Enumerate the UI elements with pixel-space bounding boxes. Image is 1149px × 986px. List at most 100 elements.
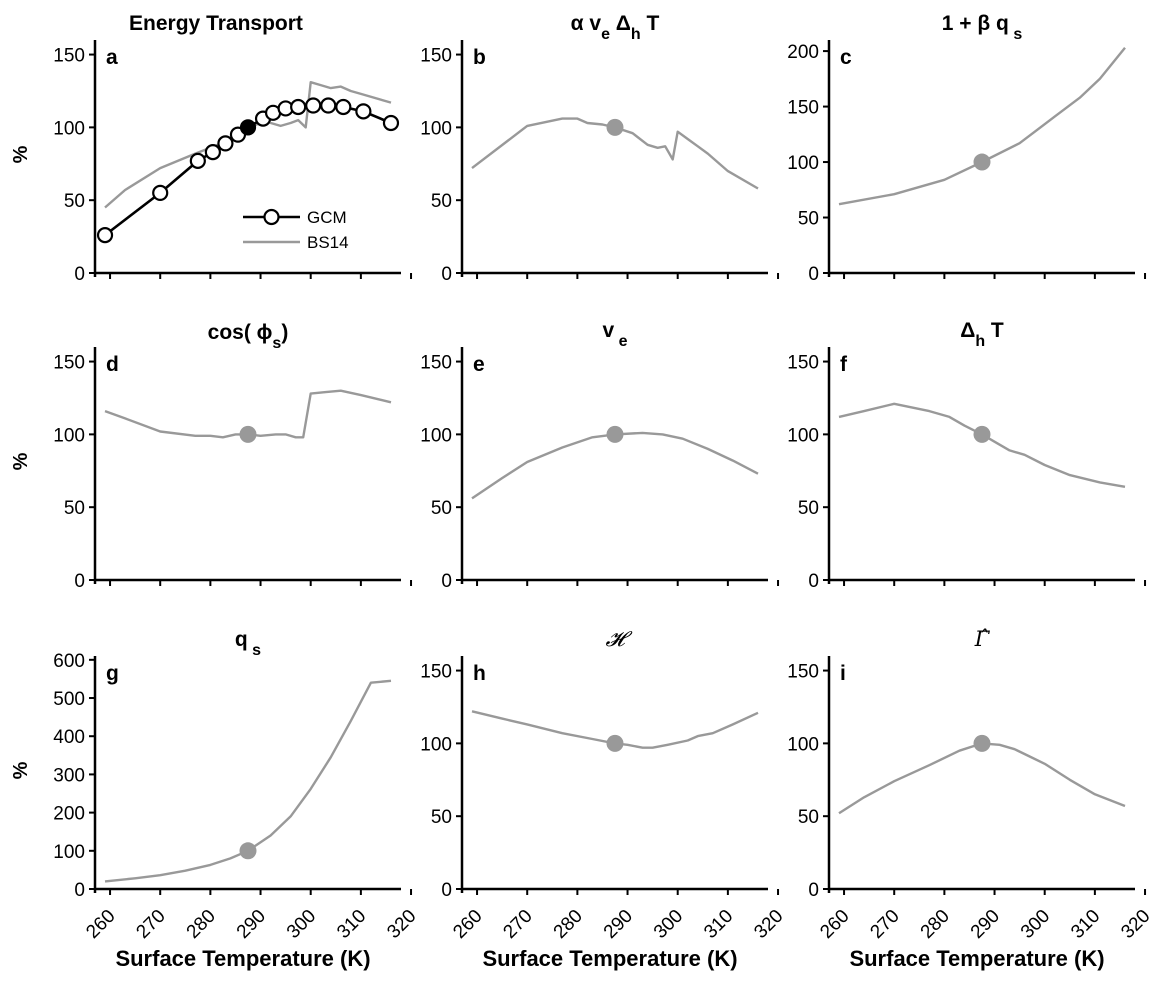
reference-point <box>606 425 624 443</box>
y-tick-label: 150 <box>420 662 452 683</box>
x-tick-label: 290 <box>600 906 637 943</box>
y-axis-label: % <box>10 761 32 779</box>
y-tick-label: 50 <box>431 807 452 828</box>
panel-letter: d <box>106 353 119 376</box>
series-line-bs14 <box>838 402 1126 488</box>
panel-c: 0 50 100 150 200 c 1 + β q s <box>787 12 1147 285</box>
series-line-bs14 <box>104 80 392 209</box>
series-line-bs14 <box>104 679 392 883</box>
y-tick-label: 600 <box>53 651 85 672</box>
gcm-data-point <box>189 152 206 169</box>
x-tick-label: 290 <box>967 906 1004 943</box>
y-tick-label: 0 <box>74 264 85 285</box>
panel-title: 1 + β q s <box>942 12 1023 43</box>
y-tick-label: 0 <box>808 571 819 592</box>
panel-title: 𝓗 <box>606 627 633 651</box>
panel-letter: c <box>840 46 852 69</box>
panel-letter: a <box>106 46 118 69</box>
y-tick-label: 0 <box>441 264 452 285</box>
y-tick-label: 150 <box>787 98 819 119</box>
reference-point <box>241 120 255 135</box>
y-tick-label: 50 <box>798 209 819 230</box>
panel-letter: h <box>473 662 486 685</box>
y-tick-label: 0 <box>441 880 452 901</box>
y-tick-label: 150 <box>53 353 85 374</box>
panel-b: 0 50 100 150 b α ve Δh T <box>420 12 780 285</box>
panel-d: 0 50 100 150 d cos( ϕs)% <box>10 321 413 592</box>
x-axis-label: Surface Temperature (K) <box>482 946 737 971</box>
y-tick-label: 150 <box>787 662 819 683</box>
y-tick-label: 100 <box>53 425 85 446</box>
reference-point <box>606 118 624 136</box>
y-tick-label: 200 <box>787 42 819 63</box>
y-tick-label: 150 <box>53 46 85 67</box>
gcm-data-point <box>290 98 307 116</box>
x-tick-label: 290 <box>233 906 270 943</box>
reference-point <box>606 734 624 752</box>
panel-title: Γ̂ <box>974 627 991 651</box>
y-tick-label: 400 <box>53 727 85 748</box>
gcm-data-point <box>382 114 400 132</box>
gcm-data-point <box>96 227 114 244</box>
panel-title: v e <box>602 319 627 350</box>
y-tick-label: 50 <box>431 498 452 519</box>
reference-point <box>239 425 257 443</box>
y-axis-label: % <box>10 452 32 470</box>
y-tick-label: 50 <box>64 498 85 519</box>
gcm-data-point <box>335 98 352 116</box>
y-tick-label: 100 <box>53 842 85 863</box>
x-tick-label: 280 <box>550 906 587 943</box>
y-axis-label: % <box>10 145 32 163</box>
legend: GCM BS14 <box>243 208 349 252</box>
legend-label-gcm: GCM <box>307 208 347 227</box>
panel-title: cos( ϕs) <box>208 321 289 352</box>
y-tick-label: 300 <box>53 765 85 786</box>
y-tick-label: 0 <box>74 571 85 592</box>
x-tick-label: 300 <box>650 906 687 943</box>
x-tick-label: 300 <box>1017 906 1054 943</box>
series-line-bs14 <box>838 742 1126 815</box>
gcm-data-point <box>320 97 337 114</box>
x-tick-label: 280 <box>917 906 954 943</box>
x-tick-label: 270 <box>866 906 903 943</box>
panel-title: α ve Δh T <box>571 12 660 43</box>
x-tick-label: 310 <box>333 906 370 943</box>
panel-e: 0 50 100 150 e v e <box>420 319 780 592</box>
y-tick-label: 0 <box>808 880 819 901</box>
panel-letter: b <box>473 46 486 69</box>
x-tick-label: 320 <box>1117 906 1149 943</box>
x-tick-label: 300 <box>283 906 320 943</box>
x-tick-label: 320 <box>750 906 787 943</box>
y-tick-label: 100 <box>420 425 452 446</box>
x-tick-label: 320 <box>383 906 420 943</box>
reference-point <box>973 153 991 171</box>
reference-point <box>973 734 991 752</box>
y-tick-label: 150 <box>420 46 452 67</box>
panel-letter: f <box>840 353 848 376</box>
series-line-bs14 <box>104 389 392 439</box>
panel-g: 0 100 200 300 400 500 600 260 270 280 290 300 310 320… <box>10 628 421 971</box>
y-tick-label: 50 <box>798 807 819 828</box>
gcm-data-point <box>217 135 234 152</box>
y-tick-label: 100 <box>420 118 452 139</box>
y-tick-label: 100 <box>787 734 819 755</box>
panel-a: 0 50 100 150 a Energy Transport% GCM BS14 <box>10 12 413 285</box>
y-tick-label: 50 <box>798 498 819 519</box>
y-tick-label: 100 <box>787 425 819 446</box>
reference-point <box>239 842 257 860</box>
y-tick-label: 0 <box>808 264 819 285</box>
x-axis-label: Surface Temperature (K) <box>115 946 370 971</box>
reference-point <box>973 425 991 443</box>
panel-i: 0 50 100 150 260 270 280 290 300 310 320 i Γ̂ Surface… <box>787 627 1149 971</box>
y-tick-label: 0 <box>441 571 452 592</box>
gcm-data-point <box>355 103 372 120</box>
y-tick-label: 150 <box>787 353 819 374</box>
x-tick-label: 310 <box>700 906 737 943</box>
y-tick-label: 0 <box>74 880 85 901</box>
panel-title: q s <box>235 628 261 659</box>
x-axis-label: Surface Temperature (K) <box>849 946 1104 971</box>
panel-letter: e <box>473 353 485 376</box>
y-tick-label: 150 <box>420 353 452 374</box>
series-line-bs14 <box>471 710 759 749</box>
